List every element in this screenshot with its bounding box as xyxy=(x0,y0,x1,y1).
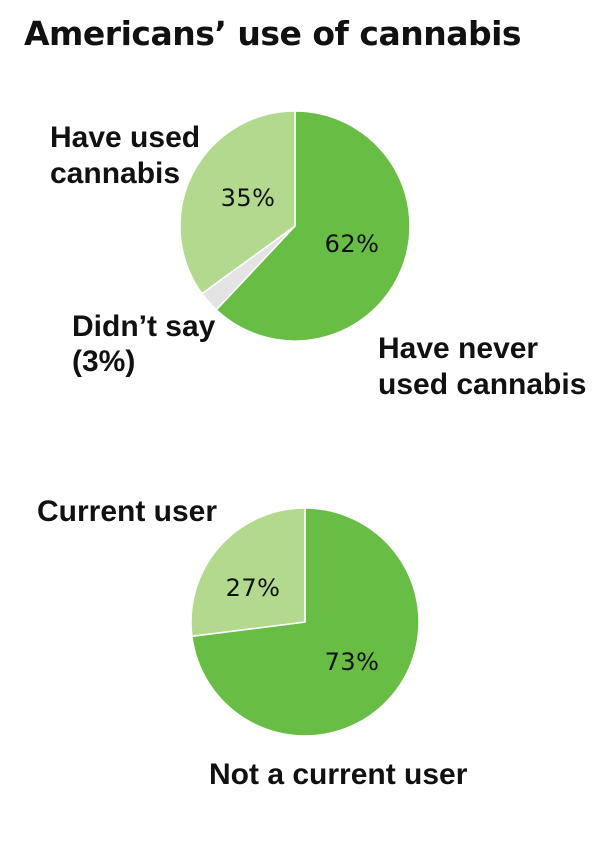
pct-label-current: 27% xyxy=(226,574,281,602)
slice-label-current: Current user xyxy=(37,495,217,528)
slice-label-used: Have used cannabis xyxy=(50,121,200,190)
chart-title: Americans’ use of cannabis xyxy=(24,14,522,53)
pie-chart-2: Not a current user Current user 73% 27% xyxy=(37,495,468,791)
pie-slice-used xyxy=(179,110,296,295)
pct-label-not_current: 73% xyxy=(325,648,380,676)
pct-label-used: 35% xyxy=(221,184,276,212)
pie-slice-never xyxy=(215,110,411,342)
pie-slice-current xyxy=(190,507,306,638)
slice-label-not_current: Not a current user xyxy=(209,758,468,791)
slice-label-never: Have never used cannabis xyxy=(378,332,586,401)
pie-chart-1: Have never used cannabis Didn’t say (3%) Hav… xyxy=(50,110,586,401)
pct-label-never: 62% xyxy=(325,230,380,258)
slice-label-didnt_say: Didn’t say (3%) xyxy=(72,310,216,378)
